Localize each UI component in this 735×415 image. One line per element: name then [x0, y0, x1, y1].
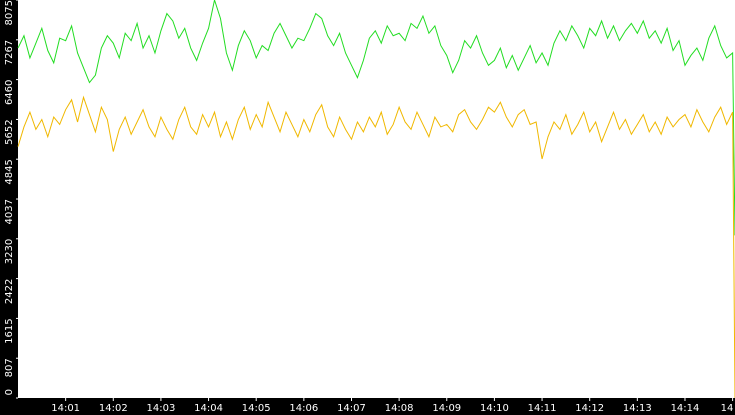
y-tick-label: 8075 [4, 0, 15, 25]
x-tick-label: 14:09 [432, 403, 461, 414]
plot-area [18, 0, 735, 398]
x-tick-label: 14:02 [99, 403, 128, 414]
y-tick-label: 4845 [4, 159, 15, 184]
x-tick-label: 14:08 [385, 403, 414, 414]
y-tick-label: 0 [4, 389, 15, 395]
x-tick-label: 14:03 [147, 403, 176, 414]
x-tick-label: 14:07 [337, 403, 366, 414]
y-tick-label: 1615 [4, 318, 15, 343]
x-tick-label: 14:04 [194, 403, 223, 414]
x-tick-label: 14:05 [242, 403, 271, 414]
y-tick-label: 6460 [4, 80, 15, 105]
data-line [17, 0, 735, 236]
x-tick-label: 14:06 [289, 403, 318, 414]
x-tick-label: 14:11 [528, 403, 557, 414]
data-line [17, 95, 735, 399]
x-tick-label: 14:01 [51, 403, 80, 414]
y-tick-label: 7267 [4, 40, 15, 65]
y-tick-label: 3230 [4, 239, 15, 264]
x-tick-label: 14:14 [671, 403, 700, 414]
y-tick-label: 5652 [4, 119, 15, 144]
x-tick-label: 14:10 [480, 403, 509, 414]
y-tick-label: 807 [4, 358, 15, 377]
x-tick-label: 14:12 [575, 403, 604, 414]
y-tick-label: 4037 [4, 199, 15, 224]
x-tick-label: 14 [721, 403, 734, 414]
y-tick-label: 2422 [4, 279, 15, 304]
x-tick-label: 14:13 [623, 403, 652, 414]
